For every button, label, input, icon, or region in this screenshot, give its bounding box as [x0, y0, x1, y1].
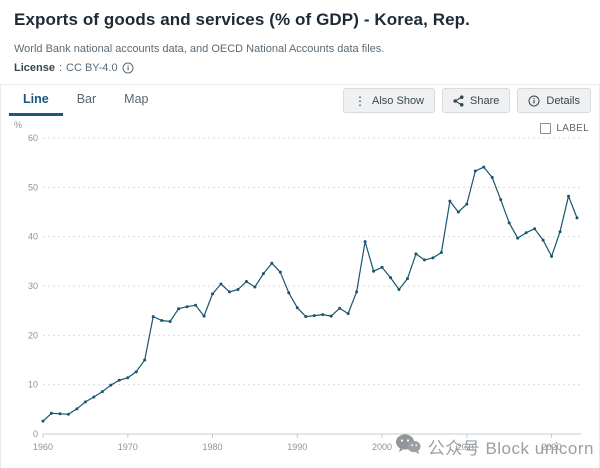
details-info-icon [528, 95, 540, 107]
svg-text:60: 60 [28, 133, 38, 143]
chart-canvas[interactable]: 0 10 20 30 40 50 60 1960 1970 1980 1990 2000 2010 202… [1, 116, 599, 468]
share-label: Share [470, 94, 500, 107]
svg-text:40: 40 [28, 232, 38, 242]
svg-text:1960: 1960 [33, 442, 53, 452]
watermark-text: 公众号 Block unicorn [427, 439, 594, 458]
tab-map[interactable]: Map [124, 92, 149, 106]
tab-bar[interactable]: Bar [76, 92, 97, 106]
license-link[interactable]: CC BY-4.0 [66, 62, 118, 74]
svg-text:1970: 1970 [118, 442, 138, 452]
tab-line[interactable]: Line [9, 85, 63, 116]
label-checkbox-text: LABEL [556, 123, 589, 134]
watermark: 公众号 Block unicorn [395, 433, 594, 460]
label-checkbox[interactable] [540, 123, 552, 134]
also-show-label: Also Show [372, 94, 425, 107]
vertical-dots-icon: ⋮ [354, 93, 367, 108]
svg-text:1980: 1980 [203, 442, 223, 452]
source-note: World Bank national accounts data, and O… [14, 43, 385, 55]
label-toggle[interactable]: LABEL [540, 123, 589, 134]
details-label: Details [546, 94, 580, 107]
wechat-icon [395, 433, 421, 460]
svg-text:30: 30 [28, 281, 38, 291]
svg-text:10: 10 [28, 380, 38, 390]
page-title: Exports of goods and services (% of GDP)… [14, 10, 470, 29]
svg-text:20: 20 [28, 330, 38, 340]
license-row: License : CC BY-4.0 [14, 62, 586, 74]
line-chart: 0 10 20 30 40 50 60 1960 1970 1980 1990 2000 2010 202… [1, 116, 599, 468]
chart-type-tabs: Line Bar Map ⋮ Also Show Share [1, 85, 599, 116]
y-axis-unit: % [14, 120, 23, 130]
svg-text:50: 50 [28, 182, 38, 192]
svg-text:1990: 1990 [287, 442, 307, 452]
details-button[interactable]: Details [517, 88, 591, 113]
chart-panel: Line Bar Map ⋮ Also Show Share [0, 84, 600, 468]
svg-text:0: 0 [33, 429, 38, 439]
chart-toolbar: ⋮ Also Show Share Details [343, 88, 591, 113]
share-icon [453, 94, 464, 107]
svg-text:2020: 2020 [542, 442, 562, 452]
svg-text:2000: 2000 [372, 442, 392, 452]
svg-text:2010: 2010 [457, 442, 477, 452]
also-show-button[interactable]: ⋮ Also Show [343, 88, 436, 113]
page-header: Exports of goods and services (% of GDP)… [0, 0, 600, 74]
share-button[interactable]: Share [442, 88, 511, 113]
license-label: License [14, 62, 55, 74]
info-icon[interactable] [122, 62, 134, 74]
license-separator: : [58, 62, 63, 74]
